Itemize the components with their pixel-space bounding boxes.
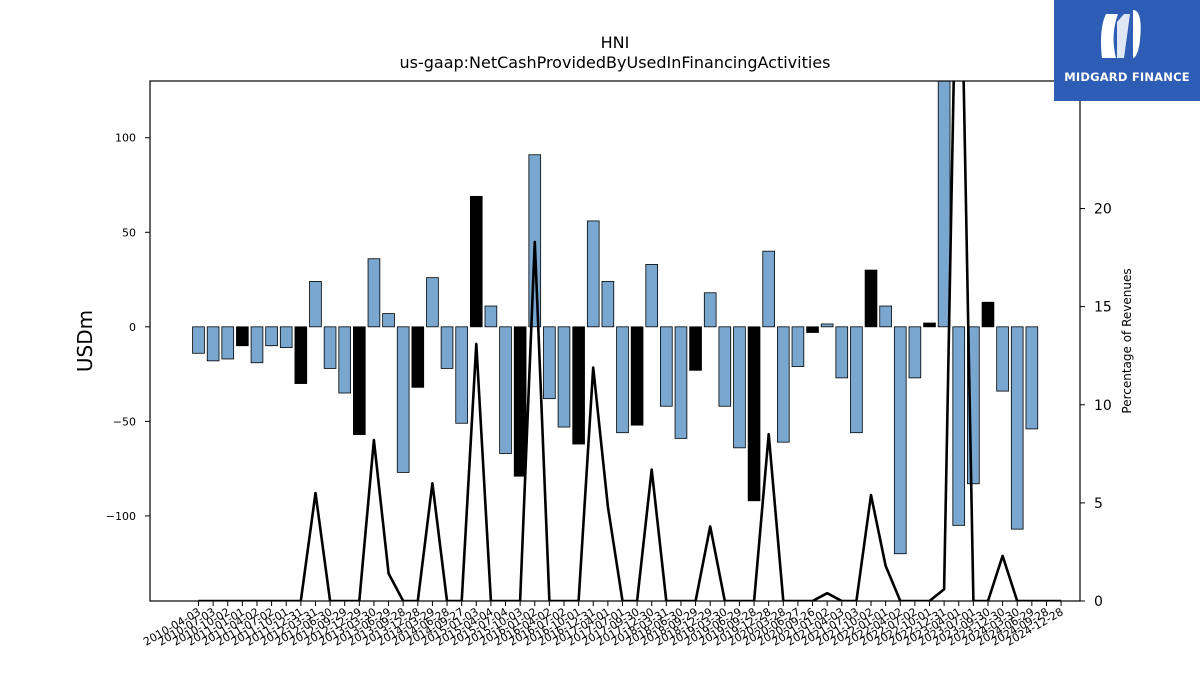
bar-2023-12-30 bbox=[996, 326, 1009, 392]
bar-2020-03-28 bbox=[777, 326, 790, 443]
bar-2016-10-01 bbox=[572, 326, 585, 445]
bar-2022-04-02 bbox=[893, 326, 907, 555]
bar-2011-07-02 bbox=[265, 326, 278, 347]
plot-area: −100−50050100051015202010-04-032010-07-0… bbox=[106, 80, 1112, 649]
brand-mark-icon bbox=[1101, 10, 1141, 58]
bar-2011-10-01 bbox=[279, 326, 293, 349]
bar-2013-06-29 bbox=[382, 313, 395, 328]
bar-2014-03-29 bbox=[426, 277, 439, 328]
y2-tick-label: 0 bbox=[1094, 594, 1103, 610]
bar-2018-06-30 bbox=[674, 326, 688, 439]
bars-group bbox=[192, 81, 1062, 601]
y2-tick-label: 10 bbox=[1094, 398, 1112, 414]
bar-2017-12-30 bbox=[645, 264, 659, 328]
bar-2022-10-01 bbox=[923, 322, 936, 328]
bar-2014-09-27 bbox=[455, 326, 468, 424]
bar-2012-09-29 bbox=[338, 326, 351, 394]
y-tick-label: 50 bbox=[122, 226, 136, 239]
bar-2019-06-29 bbox=[733, 326, 746, 449]
bar-2011-12-31 bbox=[294, 326, 308, 384]
chart-subtitle: us-gaap:NetCashProvidedByUsedInFinancing… bbox=[399, 53, 830, 72]
y-tick-label: −100 bbox=[106, 510, 136, 523]
bar-2024-06-29 bbox=[1025, 326, 1039, 430]
bar-2012-06-30 bbox=[323, 326, 337, 369]
bar-2019-03-30 bbox=[718, 326, 732, 407]
bar-2023-09-30 bbox=[981, 301, 995, 328]
bar-2017-07-01 bbox=[616, 326, 629, 434]
bar-2017-09-30 bbox=[630, 326, 644, 426]
bar-2023-07-01 bbox=[967, 326, 980, 485]
bar-2015-10-03 bbox=[513, 326, 527, 477]
bar-2013-03-30 bbox=[367, 258, 381, 328]
bar-2012-12-29 bbox=[353, 326, 366, 435]
bar-2017-04-01 bbox=[601, 281, 615, 328]
bar-2020-06-27 bbox=[791, 326, 805, 367]
bar-2021-07-03 bbox=[850, 326, 863, 434]
bar-2022-01-01 bbox=[879, 305, 892, 328]
bar-2010-04-03 bbox=[192, 326, 205, 354]
y2-tick-label: 5 bbox=[1094, 496, 1103, 512]
bar-2015-07-04 bbox=[499, 326, 512, 454]
chart-title: HNI bbox=[601, 33, 630, 52]
bar-2021-01-02 bbox=[820, 323, 834, 328]
bar-2016-12-31 bbox=[586, 220, 600, 328]
y2-tick-label: 15 bbox=[1094, 300, 1112, 316]
bar-2021-10-02 bbox=[864, 269, 878, 328]
y2-axis-label: Percentage of Revenues bbox=[1120, 268, 1134, 413]
plot-frame bbox=[149, 80, 1081, 602]
bar-2019-12-28 bbox=[762, 250, 775, 328]
bar-2015-01-03 bbox=[469, 195, 483, 328]
bar-2015-04-04 bbox=[484, 305, 498, 328]
bar-2018-03-31 bbox=[660, 326, 673, 407]
bar-2020-09-26 bbox=[806, 326, 819, 333]
bar-2022-07-02 bbox=[908, 326, 922, 379]
bar-2010-07-03 bbox=[206, 326, 220, 362]
bar-2023-04-01 bbox=[952, 326, 966, 526]
bar-2014-06-28 bbox=[440, 326, 454, 369]
bar-2018-12-29 bbox=[703, 292, 717, 328]
bar-2022-12-31 bbox=[937, 81, 951, 328]
bar-2024-03-30 bbox=[1010, 326, 1024, 530]
brand-name: MIDGARD FINANCE bbox=[1064, 70, 1190, 84]
y-tick-label: −50 bbox=[113, 415, 136, 428]
bar-2011-01-01 bbox=[236, 326, 249, 347]
brand-logo: MIDGARD FINANCE bbox=[1054, 0, 1200, 101]
y2-tick-label: 20 bbox=[1094, 202, 1112, 218]
bar-2011-04-02 bbox=[250, 326, 264, 364]
bar-2010-10-02 bbox=[221, 326, 235, 360]
y-axis-label: USDm bbox=[73, 310, 97, 372]
bar-2016-07-02 bbox=[557, 326, 571, 428]
pct-revenue-line bbox=[198, 81, 1062, 601]
bar-2021-04-03 bbox=[835, 326, 849, 379]
bar-2012-03-31 bbox=[309, 281, 322, 328]
bar-2019-09-28 bbox=[747, 326, 761, 502]
bar-2016-04-02 bbox=[543, 326, 556, 400]
bar-2013-12-28 bbox=[411, 326, 425, 388]
bar-2013-09-28 bbox=[396, 326, 410, 473]
bar-2018-09-29 bbox=[689, 326, 702, 371]
y-tick-label: 100 bbox=[115, 132, 136, 145]
y-tick-label: 0 bbox=[129, 321, 136, 334]
